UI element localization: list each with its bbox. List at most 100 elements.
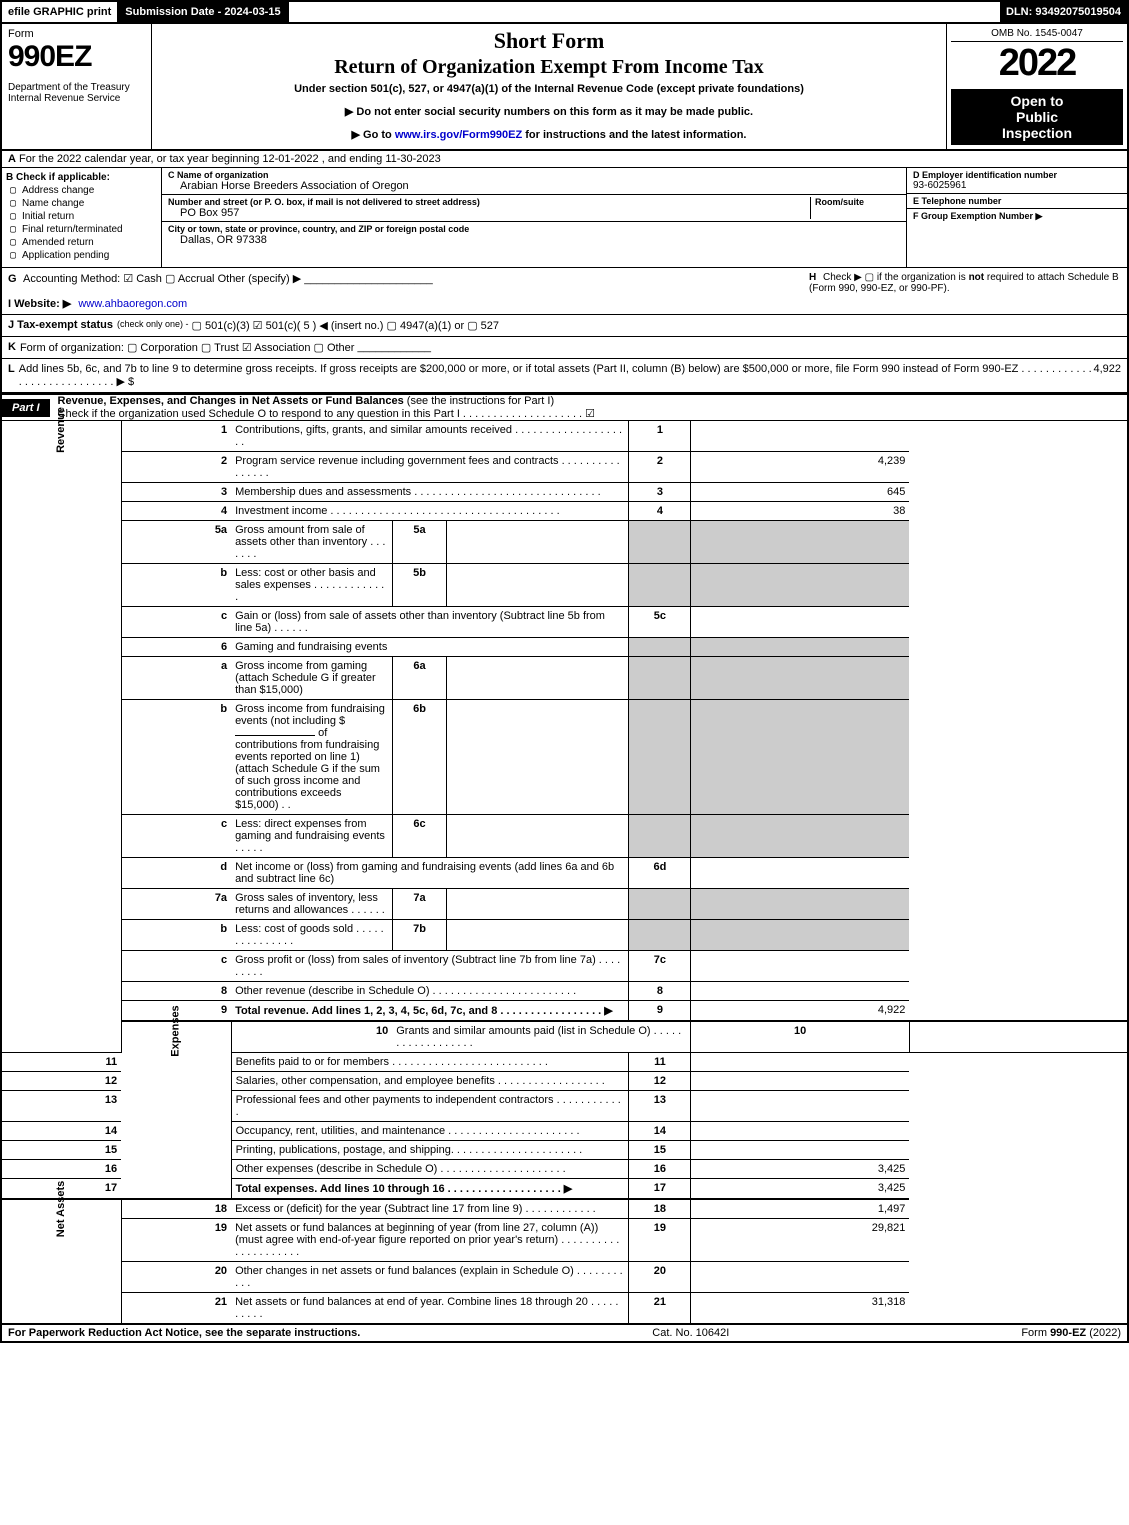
form-header: Form 990EZ Department of the Treasury In… — [0, 24, 1129, 151]
form-number: 990EZ — [8, 40, 145, 74]
dln: DLN: 93492075019504 — [1000, 2, 1127, 22]
line-20: 20 Other changes in net assets or fund b… — [1, 1262, 1128, 1293]
header-left: Form 990EZ Department of the Treasury In… — [2, 24, 152, 149]
line-7c: c Gross profit or (loss) from sales of i… — [1, 951, 1128, 982]
part1-see: (see the instructions for Part I) — [407, 395, 554, 407]
instruction-goto: ▶ Go to www.irs.gov/Form990EZ for instru… — [158, 128, 940, 141]
rows-g-to-l: G Accounting Method: ☑ Cash ▢ Accrual Ot… — [0, 267, 1129, 394]
j-options: ▢ 501(c)(3) ☑ 501(c)( 5 ) ◀ (insert no.)… — [192, 319, 499, 332]
b-intro: Check if applicable: — [16, 172, 110, 183]
d-label: D Employer identification number — [913, 170, 1121, 180]
e-label: E Telephone number — [913, 196, 1121, 206]
footer-right: Form 990-EZ (2022) — [1021, 1327, 1121, 1339]
section-b: B Check if applicable: ▢Address change ▢… — [2, 168, 162, 267]
k-text: Form of organization: ▢ Corporation ▢ Tr… — [20, 341, 355, 354]
inspect1: Open to — [955, 93, 1119, 109]
label-b: B — [6, 172, 13, 183]
part1-header: Part I Revenue, Expenses, and Changes in… — [0, 394, 1129, 421]
website[interactable]: www.ahbaoregon.com — [78, 298, 187, 310]
org-street: PO Box 957 — [168, 207, 810, 219]
ein: 93-6025961 — [913, 180, 1121, 191]
g-text: Accounting Method: — [23, 273, 120, 285]
omb-number: OMB No. 1545-0047 — [951, 28, 1123, 42]
line-10: Expenses 10 Grants and similar amounts p… — [1, 1021, 1128, 1053]
c-city-label: City or town, state or province, country… — [168, 224, 900, 234]
label-a: A — [8, 153, 16, 165]
line-5c: c Gain or (loss) from sale of assets oth… — [1, 607, 1128, 638]
open-to-public: Open to Public Inspection — [951, 89, 1123, 145]
part1-title: Revenue, Expenses, and Changes in Net As… — [58, 395, 407, 407]
header-right: OMB No. 1545-0047 2022 Open to Public In… — [947, 24, 1127, 149]
revenue-sidebar: Revenue — [1, 421, 121, 1053]
section-d-e-f: D Employer identification number 93-6025… — [907, 168, 1127, 267]
line-3: 3 Membership dues and assessments . . . … — [1, 483, 1128, 502]
footer-left: For Paperwork Reduction Act Notice, see … — [8, 1327, 360, 1339]
line-6: 6 Gaming and fundraising events — [1, 638, 1128, 657]
label-h: H — [809, 272, 816, 283]
c-name-label: C Name of organization — [168, 170, 900, 180]
f-label: F Group Exemption Number ▶ — [913, 211, 1121, 222]
submission-date: Submission Date - 2024-03-15 — [119, 2, 288, 22]
line-18: Net Assets 18 Excess or (deficit) for th… — [1, 1199, 1128, 1219]
top-bar: efile GRAPHIC print Submission Date - 20… — [0, 0, 1129, 24]
goto-post: for instructions and the latest informat… — [522, 129, 746, 141]
g-accrual: ▢ Accrual — [165, 273, 215, 285]
line-6d: d Net income or (loss) from gaming and f… — [1, 858, 1128, 889]
line-21: 21 Net assets or fund balances at end of… — [1, 1293, 1128, 1325]
title-short-form: Short Form — [158, 28, 940, 54]
subtitle: Under section 501(c), 527, or 4947(a)(1)… — [158, 83, 940, 95]
part1-tab: Part I — [2, 399, 50, 417]
l-amount: 4,922 — [1093, 363, 1121, 375]
header-center: Short Form Return of Organization Exempt… — [152, 24, 947, 149]
org-city: Dallas, OR 97338 — [168, 234, 900, 246]
g-other: Other (specify) ▶ — [218, 273, 302, 285]
row-a: A For the 2022 calendar year, or tax yea… — [0, 151, 1129, 168]
h-text1: Check ▶ ▢ if the organization is — [823, 272, 969, 283]
part1-table: Revenue 1 Contributions, gifts, grants, … — [0, 421, 1129, 1325]
line-5b: b Less: cost or other basis and sales ex… — [1, 564, 1128, 607]
department: Department of the Treasury Internal Reve… — [8, 82, 145, 104]
line-7a: 7a Gross sales of inventory, less return… — [1, 889, 1128, 920]
line-19: 19 Net assets or fund balances at beginn… — [1, 1219, 1128, 1262]
k-blank: ____________ — [358, 341, 431, 353]
line-1: Revenue 1 Contributions, gifts, grants, … — [1, 421, 1128, 452]
line-6b: b Gross income from fundraising events (… — [1, 700, 1128, 815]
inspect2: Public — [955, 109, 1119, 125]
cb-name-change[interactable]: ▢Name change — [10, 198, 157, 209]
j-small: (check only one) - — [117, 319, 189, 329]
inspect3: Inspection — [955, 125, 1119, 141]
c-street-label: Number and street (or P. O. box, if mail… — [168, 197, 810, 207]
label-j: J Tax-exempt status — [8, 319, 113, 331]
footer-cat: Cat. No. 10642I — [652, 1327, 729, 1339]
label-l: L — [8, 363, 15, 375]
cb-initial-return[interactable]: ▢Initial return — [10, 211, 157, 222]
irs-link[interactable]: www.irs.gov/Form990EZ — [395, 129, 522, 141]
line-4: 4 Investment income . . . . . . . . . . … — [1, 502, 1128, 521]
org-name: Arabian Horse Breeders Association of Or… — [168, 180, 900, 192]
line-2: 2 Program service revenue including gove… — [1, 452, 1128, 483]
l-text: Add lines 5b, 6c, and 7b to line 9 to de… — [19, 363, 1094, 388]
line-8: 8 Other revenue (describe in Schedule O)… — [1, 982, 1128, 1001]
part1-check: Check if the organization used Schedule … — [58, 408, 596, 420]
c-room-label: Room/suite — [815, 197, 900, 207]
expenses-sidebar: Expenses — [121, 1021, 231, 1199]
cb-address-change[interactable]: ▢Address change — [10, 185, 157, 196]
g-cash: ☑ Cash — [123, 273, 162, 285]
g-blank: _____________________ — [304, 273, 432, 285]
label-k: K — [8, 341, 16, 353]
block-b-to-f: B Check if applicable: ▢Address change ▢… — [0, 168, 1129, 267]
cb-amended-return[interactable]: ▢Amended return — [10, 237, 157, 248]
cb-application-pending[interactable]: ▢Application pending — [10, 250, 157, 261]
tax-year: 2022 — [951, 42, 1123, 85]
instruction-ssn: ▶ Do not enter social security numbers o… — [158, 105, 940, 118]
line-5a: 5a Gross amount from sale of assets othe… — [1, 521, 1128, 564]
row-a-text: For the 2022 calendar year, or tax year … — [19, 153, 441, 165]
line-6c: c Less: direct expenses from gaming and … — [1, 815, 1128, 858]
title-return: Return of Organization Exempt From Incom… — [158, 56, 940, 79]
goto-pre: ▶ Go to — [352, 129, 395, 141]
h-not: not — [969, 272, 985, 283]
cb-final-return[interactable]: ▢Final return/terminated — [10, 224, 157, 235]
line-7b: b Less: cost of goods sold . . . . . . .… — [1, 920, 1128, 951]
form-label: Form — [8, 28, 145, 40]
label-g: G — [8, 273, 17, 285]
